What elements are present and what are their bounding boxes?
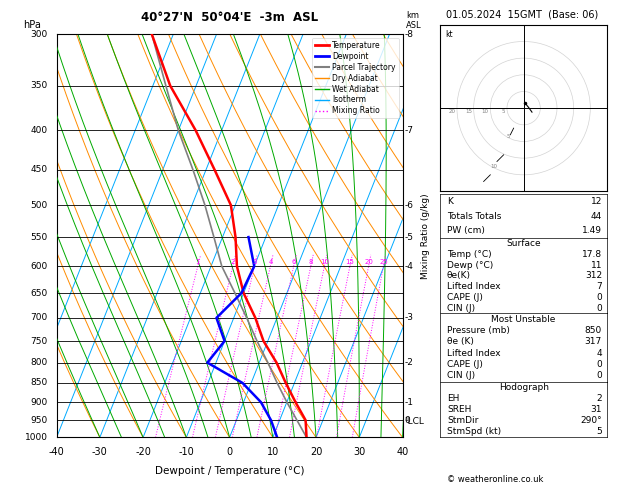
Text: 750: 750: [31, 336, 48, 346]
Text: Pressure (mb): Pressure (mb): [447, 326, 510, 335]
Text: 10: 10: [491, 164, 498, 169]
Text: 12: 12: [591, 197, 602, 206]
Text: Surface: Surface: [506, 239, 541, 248]
Text: StmDir: StmDir: [447, 416, 478, 425]
Text: 0: 0: [596, 293, 602, 302]
Text: 11: 11: [591, 260, 602, 270]
Text: 300: 300: [31, 30, 48, 38]
Text: 20: 20: [448, 109, 455, 114]
Text: 950: 950: [31, 416, 48, 425]
Text: θe(K): θe(K): [447, 271, 471, 280]
Text: 15: 15: [345, 259, 354, 265]
Text: 550: 550: [31, 233, 48, 242]
Text: 1000: 1000: [25, 433, 48, 442]
Text: Most Unstable: Most Unstable: [491, 314, 556, 324]
Text: 0: 0: [596, 371, 602, 381]
Text: 20: 20: [364, 259, 373, 265]
Text: Temp (°C): Temp (°C): [447, 250, 492, 259]
Text: 312: 312: [585, 271, 602, 280]
Text: 850: 850: [31, 379, 48, 387]
Text: 0: 0: [596, 360, 602, 369]
Text: -3: -3: [404, 313, 413, 322]
Text: 15: 15: [465, 109, 472, 114]
Text: 31: 31: [591, 405, 602, 414]
Text: -4: -4: [404, 262, 413, 271]
Text: Lifted Index: Lifted Index: [447, 282, 501, 291]
Text: 44: 44: [591, 212, 602, 221]
Text: 350: 350: [31, 81, 48, 90]
Text: 650: 650: [31, 289, 48, 297]
Text: -7: -7: [404, 126, 413, 135]
Text: 2: 2: [596, 394, 602, 403]
Text: -20: -20: [135, 448, 151, 457]
Text: CAPE (J): CAPE (J): [447, 293, 483, 302]
Text: Hodograph: Hodograph: [499, 382, 548, 392]
Text: 0: 0: [596, 304, 602, 312]
Text: 4: 4: [596, 348, 602, 358]
Text: -5: -5: [404, 233, 413, 242]
Text: -30: -30: [92, 448, 108, 457]
Text: 01.05.2024  15GMT  (Base: 06): 01.05.2024 15GMT (Base: 06): [446, 10, 598, 20]
Text: 2: 2: [231, 259, 235, 265]
Text: 10: 10: [267, 448, 279, 457]
Text: 17.8: 17.8: [582, 250, 602, 259]
Text: km
ASL: km ASL: [406, 11, 421, 30]
Text: 290°: 290°: [581, 416, 602, 425]
Text: -10: -10: [179, 448, 194, 457]
Text: 500: 500: [31, 201, 48, 209]
Text: 5: 5: [596, 427, 602, 436]
Text: 400: 400: [31, 126, 48, 135]
Text: CAPE (J): CAPE (J): [447, 360, 483, 369]
Text: -6: -6: [404, 201, 413, 209]
Text: SREH: SREH: [447, 405, 471, 414]
Text: CIN (J): CIN (J): [447, 371, 475, 381]
Text: -2: -2: [404, 358, 413, 367]
Text: Dewpoint / Temperature (°C): Dewpoint / Temperature (°C): [155, 466, 304, 476]
Text: Mixing Ratio (g/kg): Mixing Ratio (g/kg): [421, 193, 430, 278]
Text: 4: 4: [268, 259, 272, 265]
Text: 800: 800: [31, 358, 48, 367]
Legend: Temperature, Dewpoint, Parcel Trajectory, Dry Adiabat, Wet Adiabat, Isotherm, Mi: Temperature, Dewpoint, Parcel Trajectory…: [313, 38, 399, 119]
Text: StmSpd (kt): StmSpd (kt): [447, 427, 501, 436]
Text: 40°27'N  50°04'E  -3m  ASL: 40°27'N 50°04'E -3m ASL: [141, 11, 318, 24]
Text: 850: 850: [585, 326, 602, 335]
Text: -8: -8: [404, 30, 413, 38]
Text: 5: 5: [502, 109, 505, 114]
Text: 600: 600: [31, 262, 48, 271]
Text: 5: 5: [507, 134, 511, 139]
Text: -40: -40: [48, 448, 65, 457]
Text: 1: 1: [196, 259, 200, 265]
Text: -1: -1: [404, 398, 413, 407]
Text: 6: 6: [291, 259, 296, 265]
Text: 317: 317: [585, 337, 602, 347]
Text: 1.49: 1.49: [582, 226, 602, 235]
Text: EH: EH: [447, 394, 459, 403]
Text: PW (cm): PW (cm): [447, 226, 485, 235]
Text: CIN (J): CIN (J): [447, 304, 475, 312]
Text: 40: 40: [396, 448, 409, 457]
Text: 450: 450: [31, 165, 48, 174]
Text: hPa: hPa: [23, 20, 42, 30]
Text: 7: 7: [596, 282, 602, 291]
Text: kt: kt: [445, 30, 453, 39]
Text: 10: 10: [320, 259, 329, 265]
Text: 0: 0: [404, 416, 410, 425]
Text: © weatheronline.co.uk: © weatheronline.co.uk: [447, 474, 543, 484]
Text: 20: 20: [310, 448, 322, 457]
Text: 10: 10: [482, 109, 489, 114]
Text: Lifted Index: Lifted Index: [447, 348, 501, 358]
Text: Totals Totals: Totals Totals: [447, 212, 501, 221]
Text: 0: 0: [226, 448, 233, 457]
Text: 8: 8: [308, 259, 313, 265]
Text: 30: 30: [353, 448, 365, 457]
Text: 3: 3: [252, 259, 257, 265]
Text: Dewp (°C): Dewp (°C): [447, 260, 493, 270]
Text: ¹LCL: ¹LCL: [404, 417, 424, 427]
Text: θe (K): θe (K): [447, 337, 474, 347]
Text: 700: 700: [31, 313, 48, 322]
Text: K: K: [447, 197, 453, 206]
Text: 900: 900: [31, 398, 48, 407]
Text: 25: 25: [379, 259, 387, 265]
